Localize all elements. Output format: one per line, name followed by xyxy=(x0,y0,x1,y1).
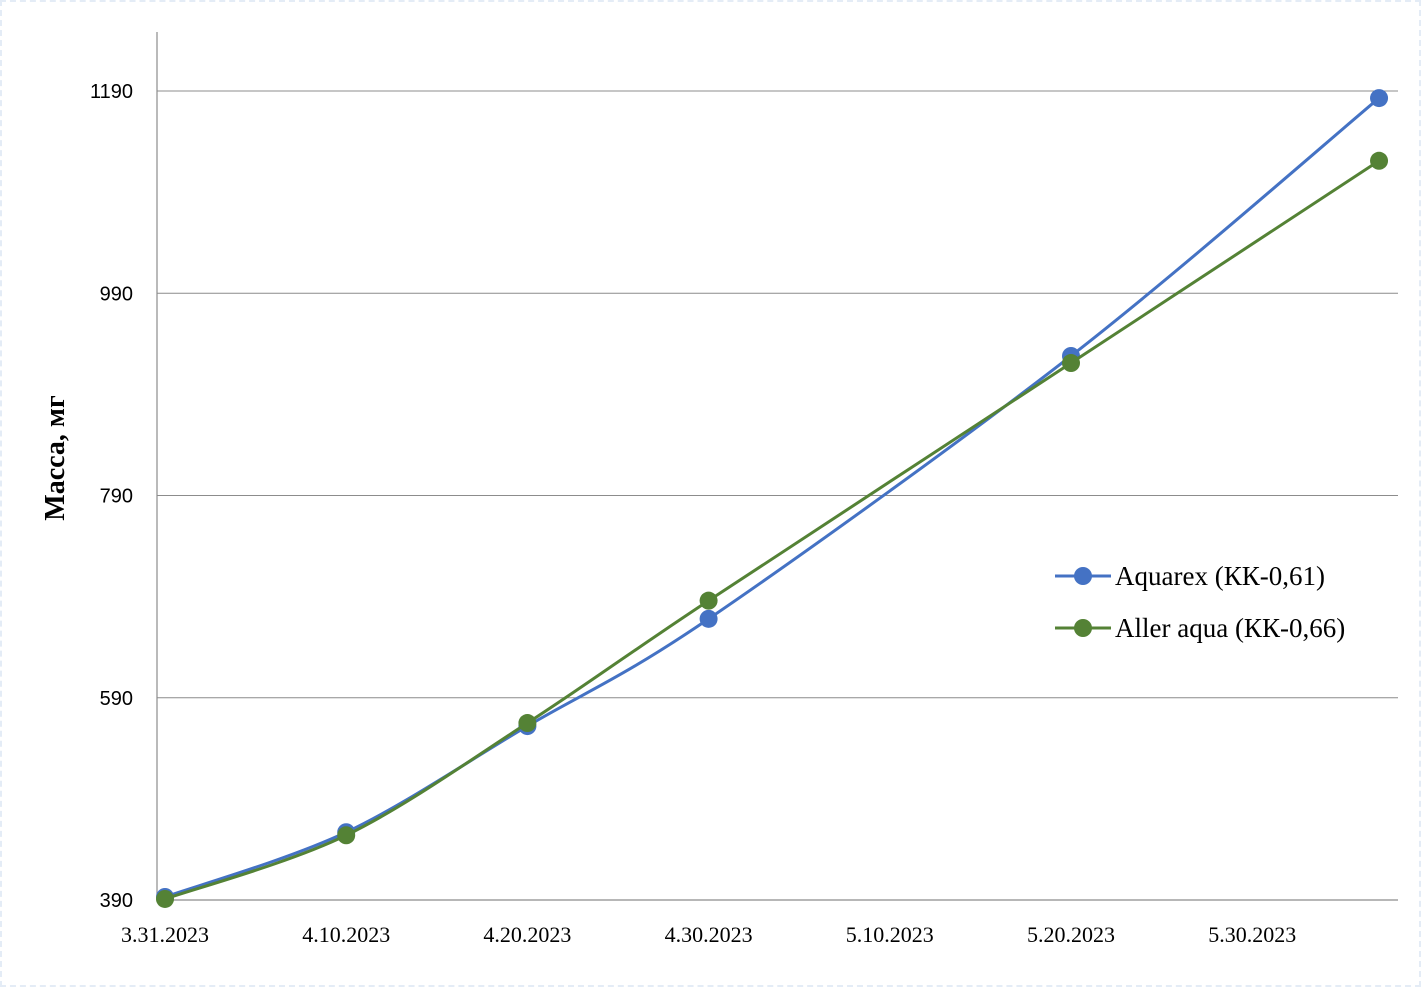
legend-entry: Aquarex (КК-0,61) xyxy=(1055,561,1325,591)
legend: Aquarex (КК-0,61) Aller aqua (КК-0,66) xyxy=(1055,561,1345,643)
y-tick-label: 790 xyxy=(100,486,133,508)
x-tick-label: 5.20.2023 xyxy=(1027,922,1115,947)
data-point xyxy=(1370,89,1389,108)
y-tick-label: 990 xyxy=(100,283,133,305)
x-tick-label: 5.30.2023 xyxy=(1208,922,1296,947)
x-tick-label: 3.31.2023 xyxy=(121,922,209,947)
data-point xyxy=(156,889,174,908)
y-axis-label: Масса, мг xyxy=(40,395,71,520)
y-tick-label: 390 xyxy=(100,890,133,912)
legend-entry: Aller aqua (КК-0,66) xyxy=(1055,613,1345,643)
x-tick-label: 4.20.2023 xyxy=(483,922,571,947)
x-tick-labels: 3.31.2023 4.10.2023 4.20.2023 4.30.2023 5.10… xyxy=(121,922,1296,947)
y-tick-label: 590 xyxy=(100,688,133,710)
series-line-2 xyxy=(164,159,1380,901)
legend-point-marker xyxy=(1074,619,1092,637)
y-tick-labels: 390 590 790 990 1190 xyxy=(90,81,133,912)
gridlines xyxy=(157,90,1398,901)
legend-label: Aller aqua (КК-0,66) xyxy=(1115,613,1345,643)
series-lines xyxy=(156,89,1389,908)
x-tick-label: 4.30.2023 xyxy=(665,922,753,947)
data-point xyxy=(1062,354,1080,373)
data-point xyxy=(337,826,356,845)
data-point xyxy=(699,591,718,610)
legend-label: Aquarex (КК-0,61) xyxy=(1115,561,1325,591)
data-point xyxy=(1370,151,1389,170)
axes xyxy=(156,32,1398,901)
data-point xyxy=(518,714,537,733)
x-tick-label: 5.10.2023 xyxy=(846,922,934,947)
y-tick-label: 1190 xyxy=(90,81,133,103)
series-line-1 xyxy=(164,96,1381,899)
x-tick-label: 4.10.2023 xyxy=(302,922,390,947)
data-point xyxy=(699,609,718,628)
legend-point-marker xyxy=(1074,567,1092,585)
